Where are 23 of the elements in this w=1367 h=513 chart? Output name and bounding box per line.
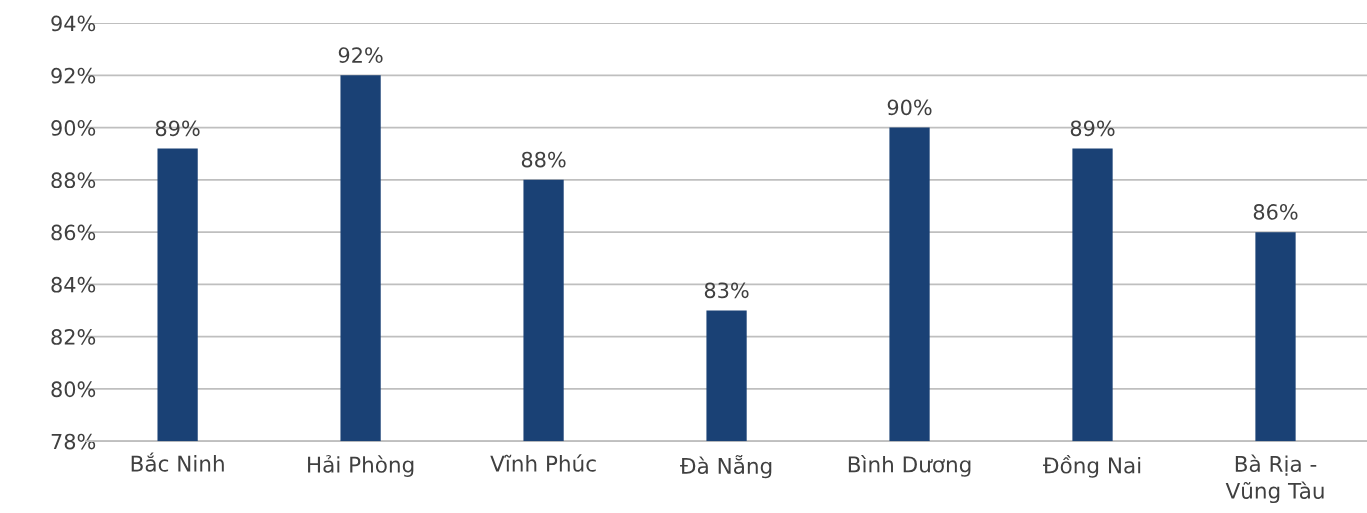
y-tick-label: 86% — [51, 224, 96, 241]
data-label: 92% — [338, 47, 383, 63]
x-tick-label: Hải Phòng — [308, 455, 414, 477]
x-tick-label: Bà Rịa - Vũng Tàu — [1225, 454, 1324, 504]
y-tick-label: 94% — [51, 15, 96, 32]
data-label: 90% — [887, 99, 932, 116]
y-tick-label: 90% — [51, 120, 96, 136]
x-tick-label: Vĩnh Phúc — [490, 454, 596, 472]
data-label: 89% — [155, 120, 200, 137]
data-label: 83% — [704, 282, 749, 299]
y-tick-label: 92% — [51, 67, 96, 84]
y-tick-label: 80% — [51, 381, 96, 398]
x-tick-label: Bắc Ninh — [131, 452, 224, 472]
x-tick-label: Đồng Nai — [1042, 455, 1141, 478]
y-tick-label: 78% — [51, 433, 96, 450]
x-tick-label: Bình Dương — [848, 455, 971, 477]
y-tick-label: 84% — [51, 276, 96, 293]
data-label: 86% — [1253, 204, 1298, 220]
y-tick-label: 88% — [51, 172, 96, 189]
data-label: 89% — [1070, 120, 1115, 137]
y-tick-label: 82% — [51, 329, 96, 345]
x-tick-label: Đà Nẵng — [680, 455, 772, 479]
data-label: 88% — [521, 151, 566, 168]
